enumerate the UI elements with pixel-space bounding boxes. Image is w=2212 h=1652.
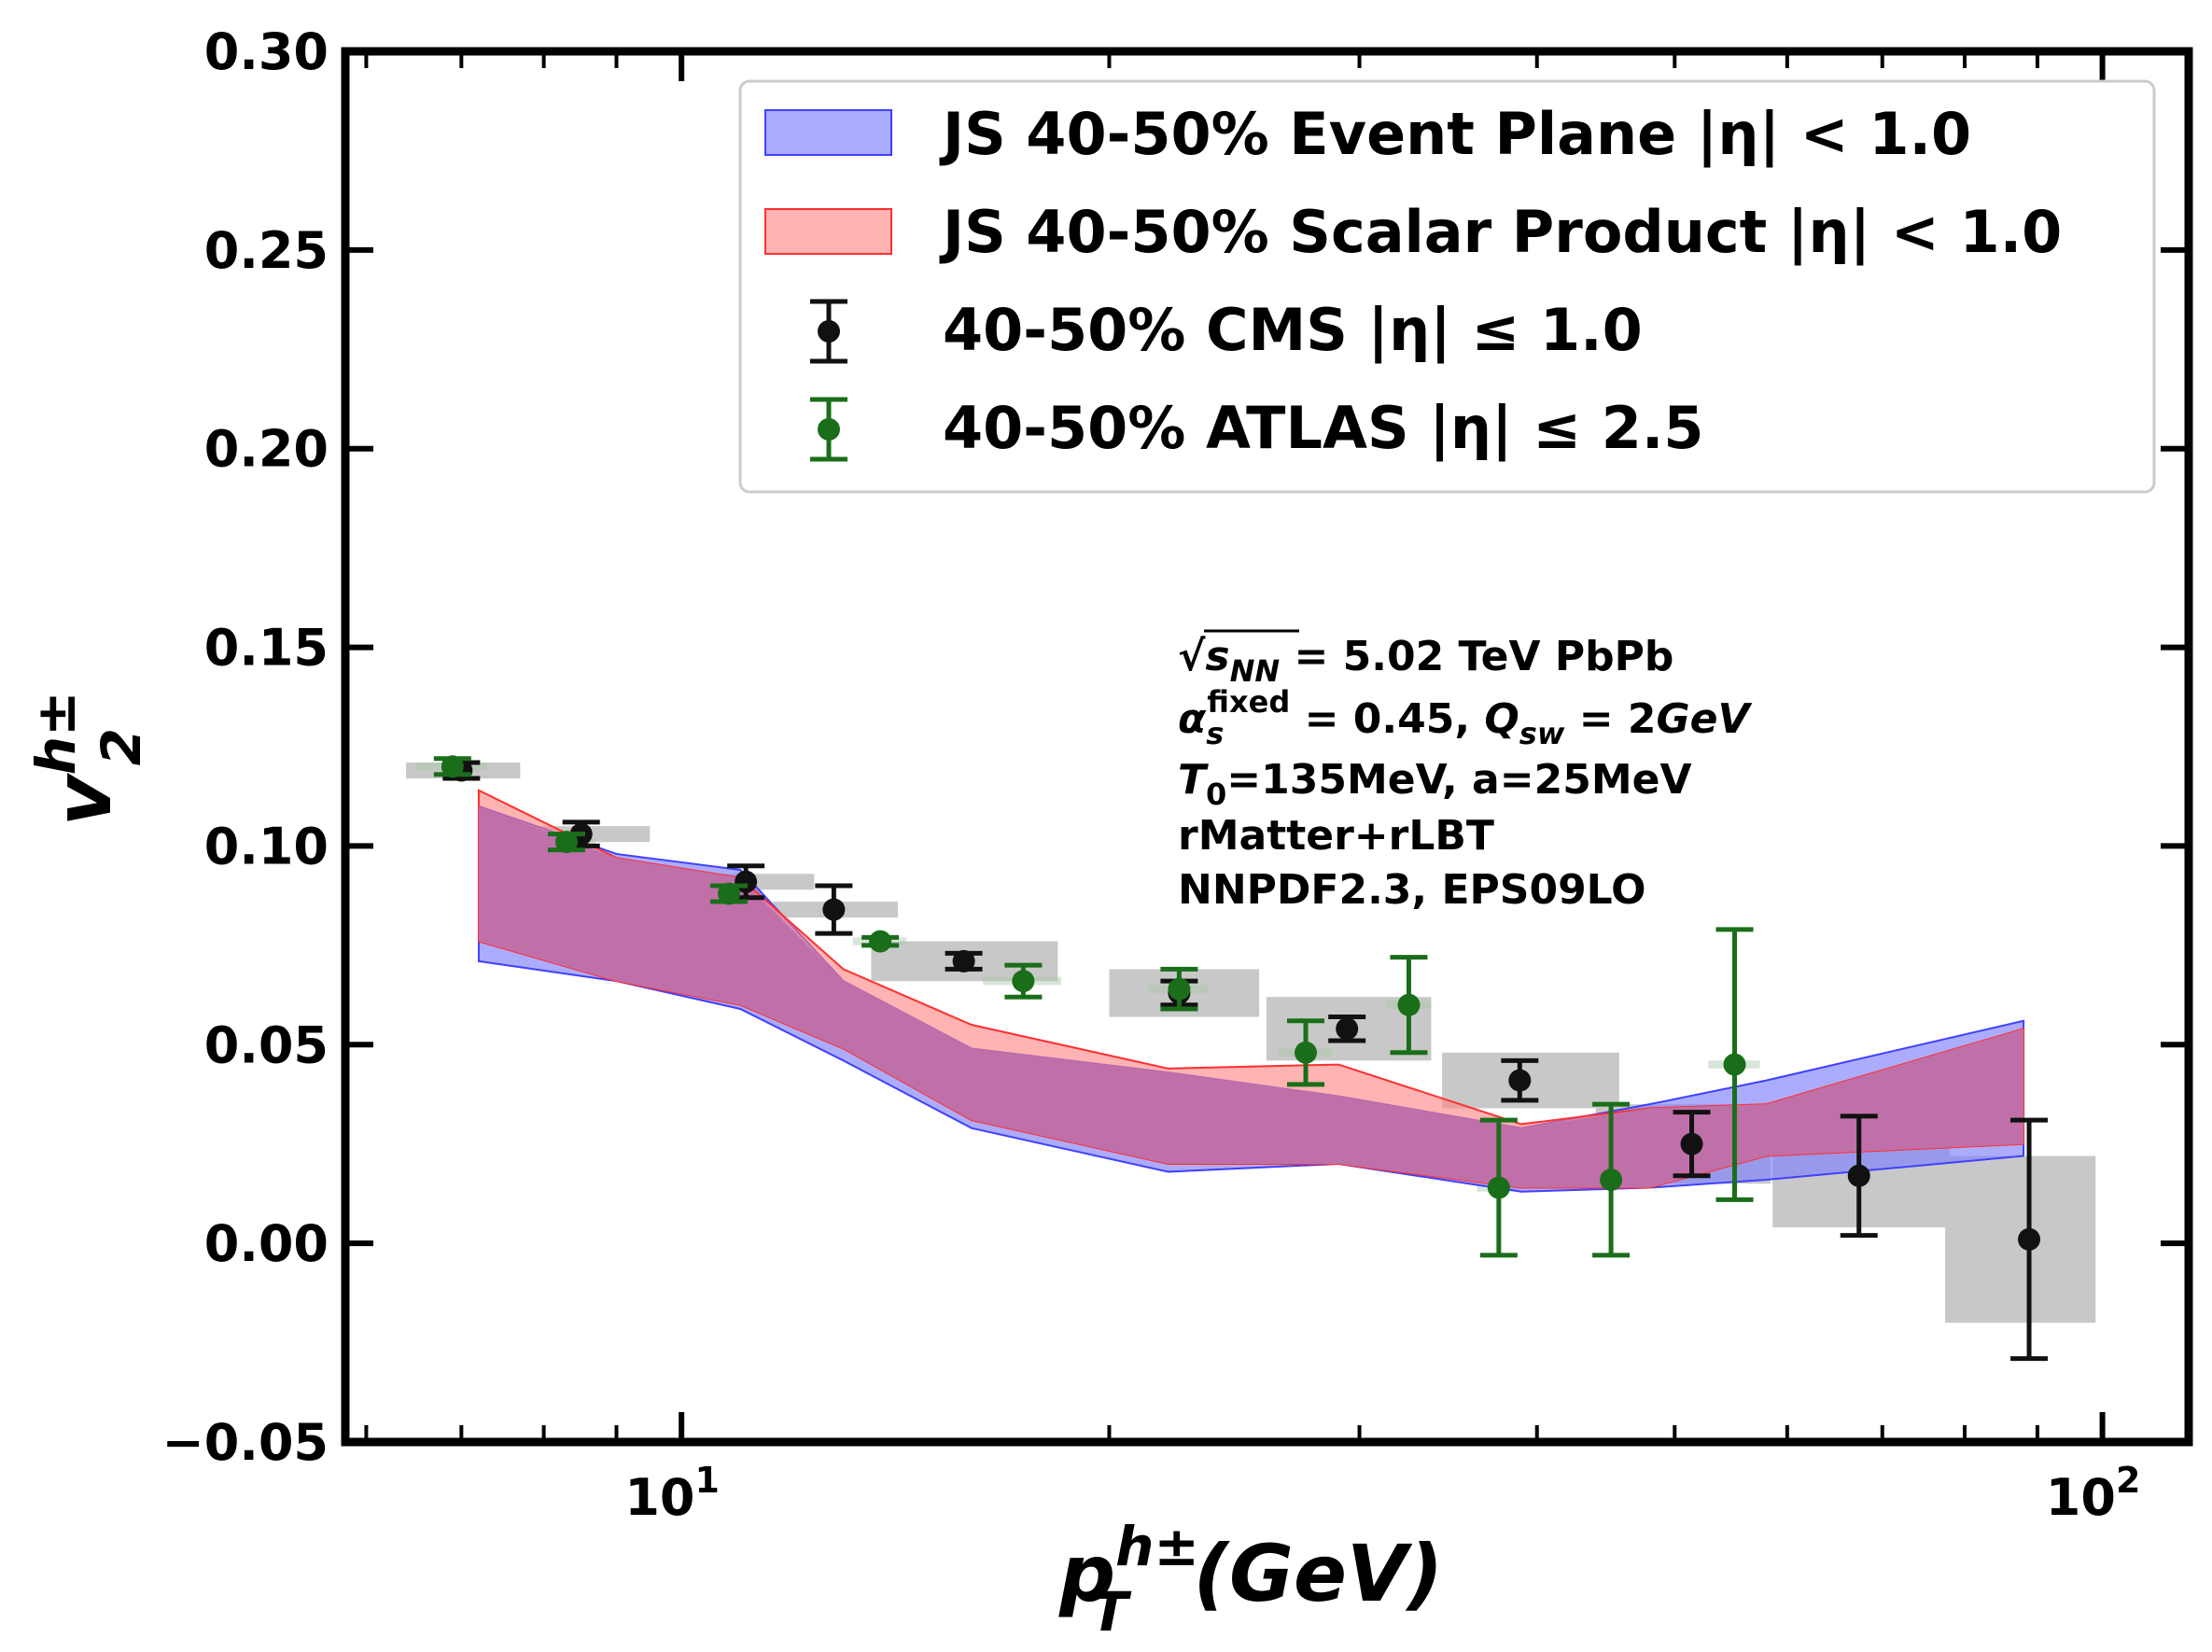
x-tick-label: 101 (624, 1460, 720, 1527)
y-tick-label: 0.20 (204, 420, 329, 479)
atlas-point (861, 930, 900, 953)
legend-label-scalar-product: JS 40-50% Scalar Product |η| < 1.0 (939, 198, 2062, 267)
atlas-point (1390, 955, 1428, 1056)
cms-point (1673, 1110, 1711, 1179)
y-tick-label: 0.25 (204, 221, 329, 280)
cms-point (945, 949, 983, 973)
legend-box (738, 79, 2156, 494)
axis-ticks (345, 49, 2189, 1445)
legend: JS 40-50% Event Plane |η| < 1.0 JS 40-50%… (738, 79, 2156, 494)
data-points (433, 755, 2049, 1362)
annotation-line-4: rMatter+rLBT (1178, 812, 1494, 860)
atlas-point (433, 755, 471, 778)
legend-label-cms: 40-50% CMS |η| ≤ 1.0 (943, 296, 1643, 365)
atlas-point (1592, 1101, 1631, 1258)
annotation-line-2: αsfixed = 0.45, Qsw = 2GeV (1178, 684, 1752, 751)
axis-titles: ph± T (GeV) vh±2 (24, 691, 1443, 1644)
annotation-line-3: T0=135MeV, a=25MeV (1178, 756, 1692, 812)
y-tick-label: 0.30 (204, 22, 329, 81)
plot-frame (341, 47, 2193, 1447)
atlas-point (710, 882, 749, 905)
atlas-point (1160, 966, 1198, 1012)
annotation-line-5: NNPDF2.3, EPS09LO (1178, 866, 1646, 914)
atlas-point (1479, 1117, 1518, 1258)
atlas-point (1004, 962, 1043, 1000)
cms-point (1840, 1113, 1878, 1239)
cms-point (815, 883, 853, 936)
legend-label-atlas: 40-50% ATLAS |η| ≤ 2.5 (943, 394, 1704, 463)
cms-point (1501, 1057, 1539, 1103)
band-overlap (478, 805, 2024, 1188)
y-tick-label: 0.15 (204, 619, 329, 678)
model-bands (477, 789, 2025, 1193)
cms-point (2010, 1117, 2049, 1362)
legend-swatch-scalar-product (764, 208, 892, 255)
x-tick-label: 102 (2046, 1460, 2141, 1527)
y-tick-label: 0.05 (204, 1015, 329, 1074)
legend-marker-cms (810, 299, 847, 364)
axis-tick-labels: −0.05 0.00 0.05 0.10 0.15 0.20 0.25 0.30 101 102 (162, 22, 2141, 1527)
atlas-point (1287, 1018, 1325, 1087)
x-axis-title: ph± T (GeV) (1058, 1515, 1443, 1644)
y-tick-label: 0.10 (204, 817, 329, 875)
annotation-line-1: √sNN = 5.02 TeV PbPb (1178, 633, 1673, 689)
legend-swatch-event-plane (764, 109, 892, 156)
atlas-point (547, 831, 585, 854)
atlas-point (1715, 927, 1754, 1202)
y-axis-title: vh±2 (24, 691, 153, 826)
legend-marker-atlas (810, 397, 847, 462)
y-tick-label: 0.00 (204, 1214, 329, 1273)
cms-point (1328, 1014, 1366, 1043)
y-tick-label: −0.05 (162, 1413, 329, 1472)
legend-label-event-plane: JS 40-50% Event Plane |η| < 1.0 (939, 100, 1971, 169)
